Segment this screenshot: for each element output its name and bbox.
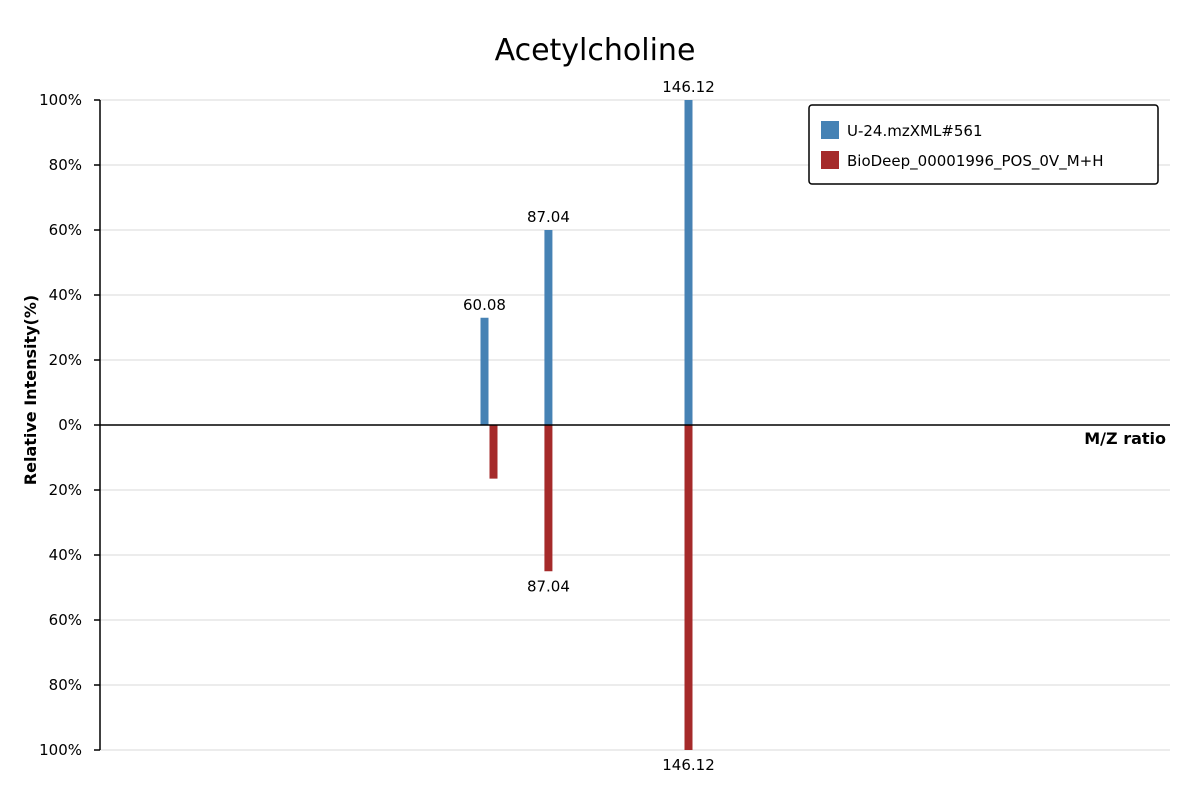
peak-bar — [684, 425, 693, 750]
peak-bar — [489, 425, 498, 479]
legend: U-24.mzXML#561 BioDeep_00001996_POS_0V_M… — [808, 104, 1159, 185]
chart-title: Acetylcholine — [495, 33, 696, 68]
legend-box — [808, 104, 1159, 185]
legend-label-1: BioDeep_00001996_POS_0V_M+H — [847, 152, 1103, 171]
peak-bar — [544, 425, 553, 572]
y-tick-label: 80% — [49, 676, 82, 694]
y-axis-title: Relative Intensity(%) — [21, 295, 40, 485]
y-tick-label: 40% — [49, 546, 82, 564]
y-tick-label: 100% — [39, 741, 82, 759]
peak-label: 60.08 — [463, 296, 506, 314]
peak-label: 146.12 — [662, 756, 715, 774]
peak-bar — [544, 230, 553, 425]
y-tick-label: 20% — [49, 481, 82, 499]
bar-layer — [480, 100, 693, 750]
peak-label: 87.04 — [527, 208, 570, 226]
peak-label: 146.12 — [662, 78, 715, 96]
y-tick-label: 80% — [49, 156, 82, 174]
peak-label: 87.04 — [527, 577, 570, 595]
legend-swatch-0 — [821, 121, 839, 139]
peak-bar — [684, 100, 693, 425]
y-tick-label: 60% — [49, 611, 82, 629]
y-tick-label: 20% — [49, 351, 82, 369]
axis-layer — [94, 99, 1170, 751]
peak-bar — [480, 317, 489, 425]
y-tick-label: 40% — [49, 286, 82, 304]
y-tick-label: 0% — [58, 416, 82, 434]
legend-swatch-1 — [821, 151, 839, 169]
y-tick-label: 100% — [39, 91, 82, 109]
legend-label-0: U-24.mzXML#561 — [847, 122, 983, 140]
grid-layer — [100, 99, 1170, 751]
x-axis-title: M/Z ratio — [1084, 429, 1166, 448]
label-layer: 100% 80% 60% 40% 20% 0% 20% 40% 60% 80% 100% 60.08 8… — [39, 78, 715, 774]
y-tick-label: 60% — [49, 221, 82, 239]
